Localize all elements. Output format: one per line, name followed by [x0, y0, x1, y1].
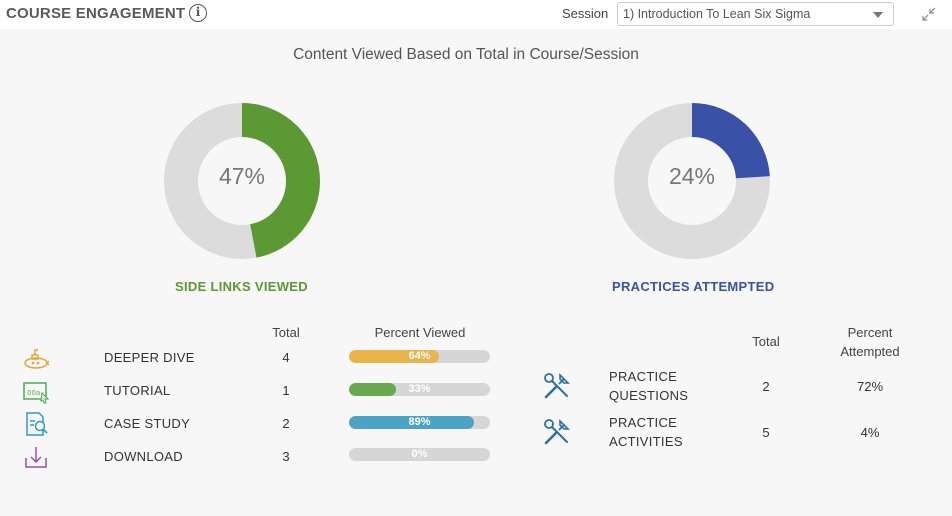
side-links-label: SIDE LINKS VIEWED — [175, 279, 308, 294]
session-select[interactable]: 1) Introduction To Lean Six Sigma — [617, 2, 894, 26]
header-bar: COURSE ENGAGEMENT i Session 1) Introduct… — [0, 0, 952, 29]
side-link-label: CASE STUDY — [104, 416, 191, 431]
donut-percent: 47% — [218, 163, 266, 189]
side-link-label: DEEPER DIVE — [104, 350, 195, 365]
practice-percent: 72% — [856, 379, 884, 394]
practice-label-line2: QUESTIONS — [609, 388, 689, 403]
practice-label: PRACTICE ACTIVITIES — [609, 413, 683, 451]
progress-bar-text: 89% — [408, 416, 431, 428]
practice-label-line2: ACTIVITIES — [609, 434, 683, 449]
side-link-total: 4 — [282, 350, 290, 365]
case-study-icon — [26, 412, 48, 436]
progress-bar: 64% — [349, 350, 490, 363]
progress-bar-fill — [349, 350, 440, 363]
session-label: Session — [562, 6, 609, 21]
svg-text:00a: 00a — [27, 389, 40, 397]
collapse-icon[interactable] — [920, 5, 938, 23]
practices-col-percent-line1: Percent — [847, 325, 893, 340]
practice-total: 5 — [762, 425, 770, 440]
progress-bar: 0% — [349, 448, 490, 461]
side-link-label: TUTORIAL — [104, 383, 171, 398]
practice-label-line1: PRACTICE — [609, 415, 678, 430]
practices-col-total: Total — [752, 334, 780, 349]
practice-label-line1: PRACTICE — [609, 369, 678, 384]
section-heading: Content Viewed Based on Total in Course/… — [293, 46, 639, 63]
side-link-label: DOWNLOAD — [104, 449, 183, 464]
progress-bar-fill — [349, 383, 396, 396]
tools-icon — [544, 419, 570, 445]
side-links-donut-chart: 47% — [164, 103, 320, 259]
chevron-down-icon — [873, 12, 883, 18]
tools-icon — [544, 373, 570, 399]
side-links-col-percent: Percent Viewed — [374, 325, 466, 340]
practices-label: PRACTICES ATTEMPTED — [612, 279, 775, 294]
progress-bar: 33% — [349, 383, 490, 396]
session-select-value: 1) Introduction To Lean Six Sigma — [623, 7, 811, 21]
page-title: COURSE ENGAGEMENT — [6, 5, 186, 22]
info-icon[interactable]: i — [189, 4, 207, 22]
practice-total: 2 — [762, 379, 770, 394]
progress-bar-text: 0% — [411, 448, 428, 460]
donut-percent: 24% — [668, 163, 716, 189]
download-icon — [25, 447, 47, 468]
practice-percent: 4% — [860, 425, 880, 440]
practices-donut-chart: 24% — [614, 103, 770, 259]
progress-bar-fill — [349, 416, 475, 429]
side-link-total: 1 — [282, 383, 290, 398]
side-links-col-total: Total — [272, 325, 300, 340]
submarine-icon — [24, 349, 50, 369]
tutorial-icon: 00a — [23, 382, 50, 404]
side-link-total: 2 — [282, 416, 290, 431]
progress-bar-text: 33% — [408, 383, 431, 395]
side-link-total: 3 — [282, 449, 290, 464]
progress-bar-text: 64% — [408, 350, 431, 362]
donut-fill — [164, 103, 320, 259]
donut-fill — [614, 103, 770, 259]
practice-label: PRACTICE QUESTIONS — [609, 367, 688, 405]
practices-col-percent-line2: Attempted — [840, 344, 900, 359]
progress-bar: 89% — [349, 416, 490, 429]
